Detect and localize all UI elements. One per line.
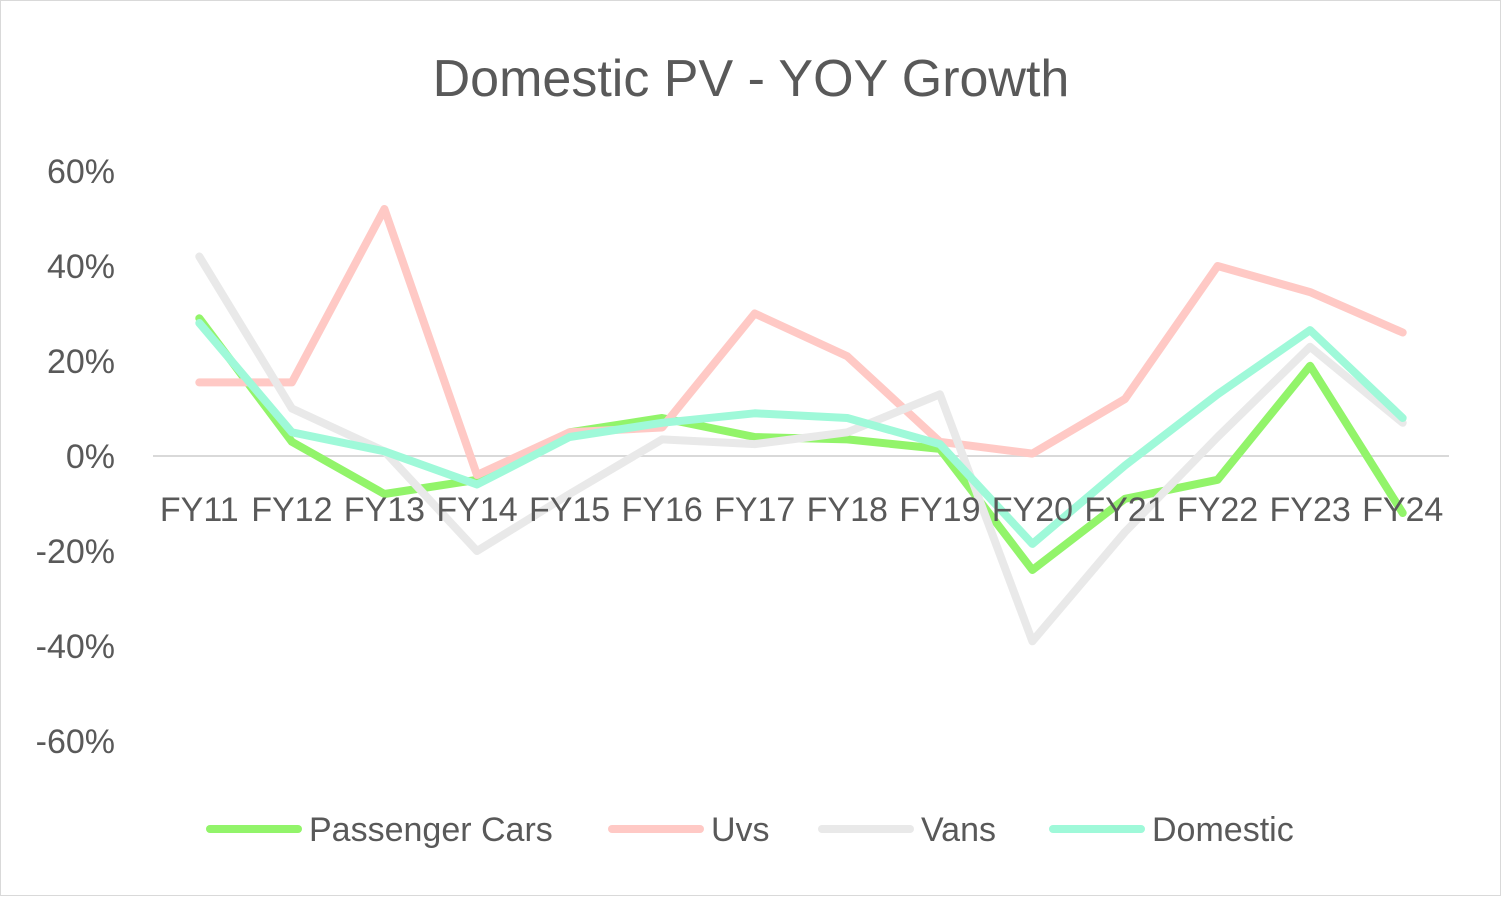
x-tick-label: FY21	[1084, 491, 1165, 529]
y-tick-label: 20%	[47, 343, 115, 381]
legend-label: Domestic	[1152, 811, 1294, 849]
y-axis-ticks: 60% 40% 20% 0% -20% -40% -60%	[36, 153, 115, 761]
legend-label: Passenger Cars	[309, 811, 553, 849]
series-line-passenger-cars	[195, 314, 1407, 574]
x-tick-label: FY20	[992, 491, 1073, 529]
y-tick-label: 60%	[47, 153, 115, 191]
x-tick-label: FY16	[622, 491, 703, 529]
x-tick-label: FY17	[714, 491, 795, 529]
x-tick-label: FY23	[1270, 491, 1351, 529]
legend-label: Uvs	[711, 811, 770, 849]
x-tick-label: FY22	[1177, 491, 1258, 529]
legend-label: Vans	[921, 811, 996, 849]
y-tick-label: -20%	[36, 533, 115, 571]
x-tick-label: FY11	[160, 491, 239, 529]
x-tick-label: FY19	[899, 491, 980, 529]
x-tick-label: FY15	[529, 491, 610, 529]
x-tick-label: FY18	[807, 491, 888, 529]
y-tick-label: -60%	[36, 723, 115, 761]
series-line-vans	[195, 252, 1407, 646]
y-tick-label: 40%	[47, 248, 115, 286]
chart-title: Domestic PV - YOY Growth	[433, 50, 1070, 108]
series-line-uvs	[195, 205, 1407, 479]
series-line-domestic	[195, 319, 1407, 548]
y-tick-label: -40%	[36, 628, 115, 666]
x-axis-ticks: FY11 FY12 FY13 FY14 FY15 FY16 FY17 FY18 FY19 FY20…	[160, 491, 1443, 529]
x-tick-label: FY12	[251, 491, 332, 529]
series-lines	[195, 205, 1407, 646]
x-tick-label: FY13	[344, 491, 425, 529]
legend: Passenger Cars Uvs Vans Domestic	[206, 811, 1294, 849]
x-tick-label: FY14	[436, 491, 517, 529]
y-tick-label: 0%	[66, 438, 115, 476]
x-tick-label: FY24	[1362, 491, 1443, 529]
